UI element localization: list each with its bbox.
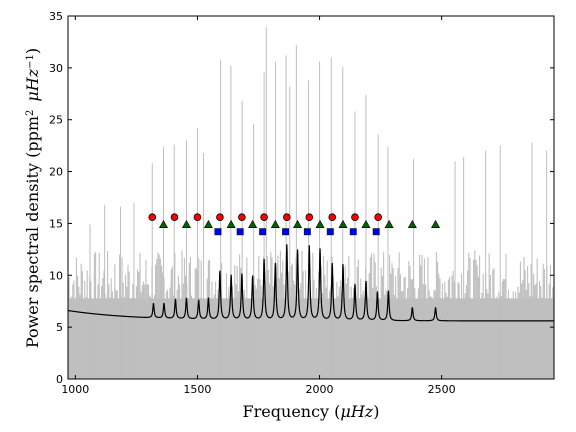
y-tick-label: 20 xyxy=(49,166,63,179)
mode-marker-square xyxy=(259,228,267,236)
mode-marker-square xyxy=(303,228,311,236)
mode-marker-square xyxy=(214,228,222,236)
y-tick-label: 10 xyxy=(49,269,63,282)
mode-marker-triangle xyxy=(248,219,258,228)
mode-marker-triangle xyxy=(270,219,280,228)
mode-marker-triangle xyxy=(226,219,236,228)
mode-marker-triangle xyxy=(338,219,348,228)
mode-marker-circle xyxy=(193,213,202,222)
mode-marker-circle xyxy=(351,213,359,222)
fit-line xyxy=(68,244,554,322)
mode-marker-circle xyxy=(238,213,246,222)
mode-marker-square xyxy=(372,228,380,236)
x-axis-label: Frequency (μHz) xyxy=(243,402,380,421)
plot-frame xyxy=(67,15,555,380)
mode-marker-circle xyxy=(374,213,382,222)
noise-series xyxy=(68,27,554,379)
x-tick-label: 2000 xyxy=(306,383,334,396)
x-tick-label: 2500 xyxy=(428,383,456,396)
mode-marker-circle xyxy=(148,213,157,222)
mode-marker-circle xyxy=(305,213,314,222)
mode-marker-triangle xyxy=(315,219,325,228)
fit-series xyxy=(68,244,554,322)
y-tick-label: 25 xyxy=(49,114,63,127)
mode-marker-square xyxy=(236,228,244,236)
axis-ticks: 1000 1500 2000 2500 0 5 10 15 20 25 30 35 xyxy=(49,10,554,396)
mode-marker-circle xyxy=(170,213,179,222)
mode-marker-triangle xyxy=(181,219,191,228)
mode-marker-triangle xyxy=(293,219,303,228)
mode-marker-circle xyxy=(283,213,291,222)
mode-markers xyxy=(148,213,441,236)
mode-marker-circle xyxy=(328,213,337,222)
x-tick-label: 1000 xyxy=(61,383,89,396)
y-axis-label: Power spectral density (ppm2μHz−1) xyxy=(23,48,42,348)
mode-marker-square xyxy=(326,228,334,236)
y-tick-label: 0 xyxy=(56,373,63,386)
mode-marker-triangle xyxy=(361,219,371,228)
mode-marker-triangle xyxy=(407,219,417,228)
y-tick-label: 5 xyxy=(56,321,63,334)
plot-area xyxy=(68,27,554,379)
mode-marker-triangle xyxy=(384,219,394,228)
mode-marker-triangle xyxy=(203,219,213,228)
y-tick-label: 15 xyxy=(49,217,63,230)
mode-marker-triangle xyxy=(431,219,441,228)
mode-marker-triangle xyxy=(158,219,169,228)
mode-marker-square xyxy=(349,228,357,236)
x-tick-label: 1500 xyxy=(183,383,211,396)
y-tick-label: 35 xyxy=(49,10,63,23)
mode-marker-circle xyxy=(216,213,224,222)
y-tick-label: 30 xyxy=(49,62,63,75)
mode-marker-circle xyxy=(260,213,268,222)
mode-marker-square xyxy=(282,228,290,236)
